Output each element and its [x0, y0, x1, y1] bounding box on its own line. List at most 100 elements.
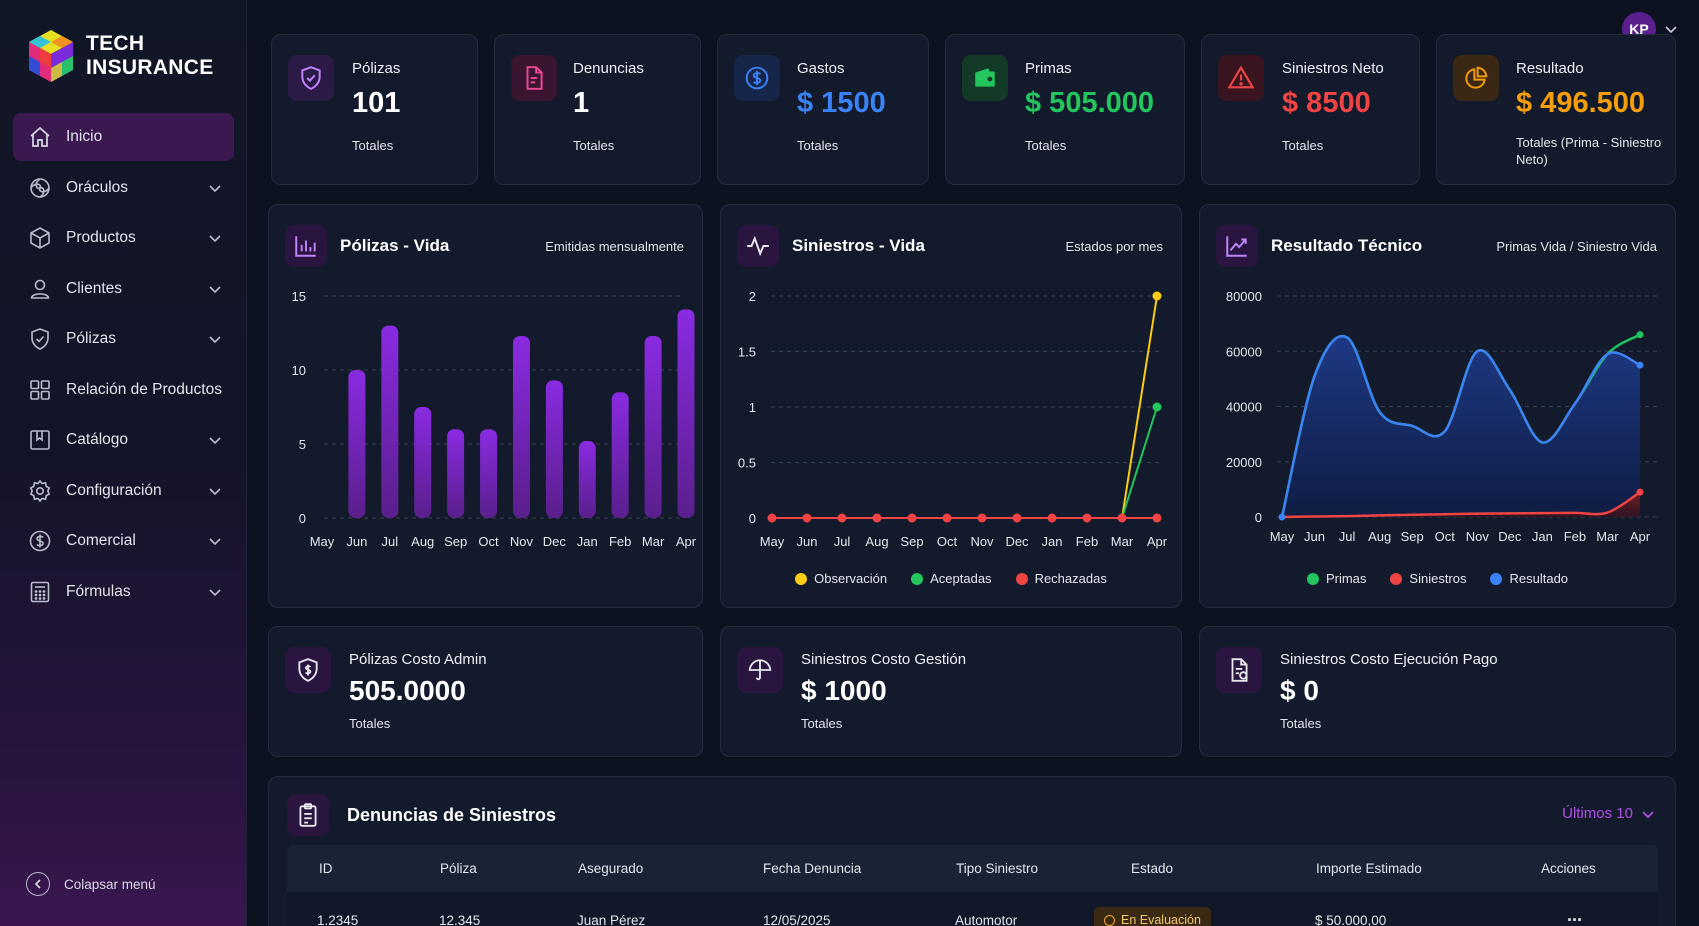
sidebar-item-productos[interactable]: Productos: [13, 214, 234, 262]
x-tick-label: Jun: [346, 534, 367, 549]
x-tick-label: Dec: [1005, 534, 1029, 549]
cost-card-siniestros-ejecucion[interactable]: Siniestros Costo Ejecución Pago $ 0 Tota…: [1199, 626, 1676, 757]
kpi-card-gastos[interactable]: Gastos $ 1500 Totales: [717, 34, 929, 185]
claims-table-card: Denuncias de Siniestros Últimos 10 ID Pó…: [268, 776, 1676, 926]
sidebar-item-polizas[interactable]: Pólizas: [13, 315, 234, 363]
legend-item[interactable]: Aceptadas: [911, 571, 992, 586]
chevron-down-icon: [1642, 810, 1654, 818]
sidebar-item-oraculos[interactable]: Oráculos: [13, 164, 234, 212]
bar-jan: [578, 441, 596, 518]
cost-title: Pólizas Costo Admin: [349, 651, 487, 668]
chevron-down-icon: [209, 285, 221, 293]
y-tick-label: 1.5: [738, 345, 756, 360]
sidebar-item-comercial[interactable]: Comercial: [13, 517, 234, 565]
collapse-menu-label: Colapsar menú: [64, 876, 156, 892]
bar-dec: [545, 380, 563, 518]
cell-id: 1.2345: [317, 913, 359, 926]
sidebar-item-relacion-productos[interactable]: Relación de Productos: [13, 366, 234, 414]
legend-dot: [795, 572, 808, 585]
trending-up-icon: [1216, 225, 1258, 267]
column-header-acciones[interactable]: Acciones: [1541, 861, 1596, 876]
legend-label: Primas: [1325, 571, 1367, 586]
legend-item[interactable]: Siniestros: [1390, 571, 1466, 586]
bar-sep: [447, 429, 465, 518]
column-header-poliza[interactable]: Póliza: [440, 861, 477, 876]
legend-dot: [1306, 572, 1319, 585]
resultado-tecnico-plot: 0 20000 40000 60000 80000 May Jun Jul Aug Sep Oct N…: [1226, 289, 1658, 544]
sidebar-item-clientes[interactable]: Clientes: [13, 265, 234, 313]
sidebar-item-formulas[interactable]: Fórmulas: [13, 568, 234, 616]
collapse-menu-button[interactable]: Colapsar menú: [26, 872, 156, 896]
cell-importe: $ 50.000,00: [1315, 913, 1387, 926]
legend-label: Resultado: [1509, 571, 1569, 586]
legend-item[interactable]: Primas: [1306, 571, 1367, 586]
y-tick-label: 0: [1255, 510, 1262, 525]
kpi-title: Gastos: [797, 60, 845, 77]
swirl-icon: [27, 175, 53, 201]
legend-item[interactable]: Observación: [795, 571, 887, 586]
legend-label: Observación: [814, 571, 888, 586]
x-tick-label: Dec: [1498, 529, 1522, 544]
kpi-title: Pólizas: [352, 60, 401, 77]
x-tick-label: Nov: [1466, 529, 1490, 544]
x-tick-label: Jun: [797, 534, 818, 549]
sidebar-item-label: Inicio: [66, 128, 103, 145]
kpi-card-primas[interactable]: Primas $ 505.000 Totales: [945, 34, 1185, 185]
sidebar-item-configuracion[interactable]: Configuración: [13, 467, 234, 515]
bar-feb: [611, 392, 629, 518]
clipboard-icon: [287, 794, 329, 836]
legend-label: Siniestros: [1409, 571, 1467, 586]
bar-mar: [644, 335, 662, 518]
table-header: [287, 845, 1658, 892]
y-tick-label: 0: [749, 511, 756, 526]
x-tick-label: Apr: [676, 534, 697, 549]
x-tick-label: Jan: [577, 534, 598, 549]
kpi-value: $ 1500: [797, 87, 886, 119]
cost-value: $ 0: [1280, 675, 1319, 706]
brand-logo[interactable]: TECH INSURANCE: [26, 28, 214, 84]
kpi-card-resultado[interactable]: Resultado $ 496.500 Totales (Prima - Sin…: [1436, 34, 1676, 185]
legend-dot: [1390, 572, 1403, 585]
sidebar-item-inicio[interactable]: Inicio: [13, 113, 234, 161]
column-header-fecha[interactable]: Fecha Denuncia: [763, 861, 862, 876]
kpi-card-siniestros-neto[interactable]: Siniestros Neto $ 8500 Totales: [1201, 34, 1420, 185]
legend-item[interactable]: Resultado: [1490, 571, 1568, 586]
pie-icon: [1453, 55, 1499, 101]
data-point: [1152, 402, 1162, 412]
x-tick-label: May: [1270, 529, 1295, 544]
sidebar-item-catalogo[interactable]: Catálogo: [13, 416, 234, 464]
sidebar-item-label: Pólizas: [66, 330, 116, 347]
grid-icon: [27, 377, 53, 403]
warning-icon: [1218, 55, 1264, 101]
box-icon: [27, 225, 53, 251]
table-row[interactable]: [287, 892, 1658, 926]
activity-icon: [737, 225, 779, 267]
document-dollar-icon: [1216, 647, 1262, 693]
filter-dropdown[interactable]: Últimos 10: [1562, 805, 1655, 822]
x-tick-label: Dec: [543, 534, 567, 549]
column-header-importe[interactable]: Importe Estimado: [1316, 861, 1422, 876]
kpi-value: $ 496.500: [1516, 87, 1646, 119]
cell-asegurado: Juan Pérez: [577, 913, 646, 926]
cell-tipo: Automotor: [955, 913, 1018, 926]
legend-item[interactable]: Rechazadas: [1015, 571, 1107, 586]
chart-title: Siniestros - Vida: [792, 236, 925, 255]
user-icon: [27, 276, 53, 302]
x-tick-label: Feb: [1076, 534, 1098, 549]
cost-title: Siniestros Costo Gestión: [801, 651, 967, 668]
kpi-card-polizas[interactable]: Pólizas 101 Totales: [271, 34, 478, 185]
wallet-icon: [962, 55, 1008, 101]
row-actions-button[interactable]: ...: [1567, 905, 1583, 925]
chevron-down-icon[interactable]: [1664, 22, 1678, 36]
shield-icon: [27, 326, 53, 352]
column-header-tipo[interactable]: Tipo Siniestro: [956, 861, 1039, 876]
column-header-estado[interactable]: Estado: [1131, 861, 1174, 876]
kpi-card-denuncias[interactable]: Denuncias 1 Totales: [494, 34, 701, 185]
kpi-sub: Totales: [573, 138, 615, 153]
x-tick-label: Jul: [1339, 529, 1356, 544]
cost-card-siniestros-gestion[interactable]: Siniestros Costo Gestión $ 1000 Totales: [720, 626, 1182, 757]
column-header-asegurado[interactable]: Asegurado: [578, 861, 644, 876]
column-header-id[interactable]: ID: [319, 861, 333, 876]
cost-card-polizas-admin[interactable]: Pólizas Costo Admin 505.0000 Totales: [268, 626, 703, 757]
cost-sub: Totales: [1280, 716, 1322, 731]
